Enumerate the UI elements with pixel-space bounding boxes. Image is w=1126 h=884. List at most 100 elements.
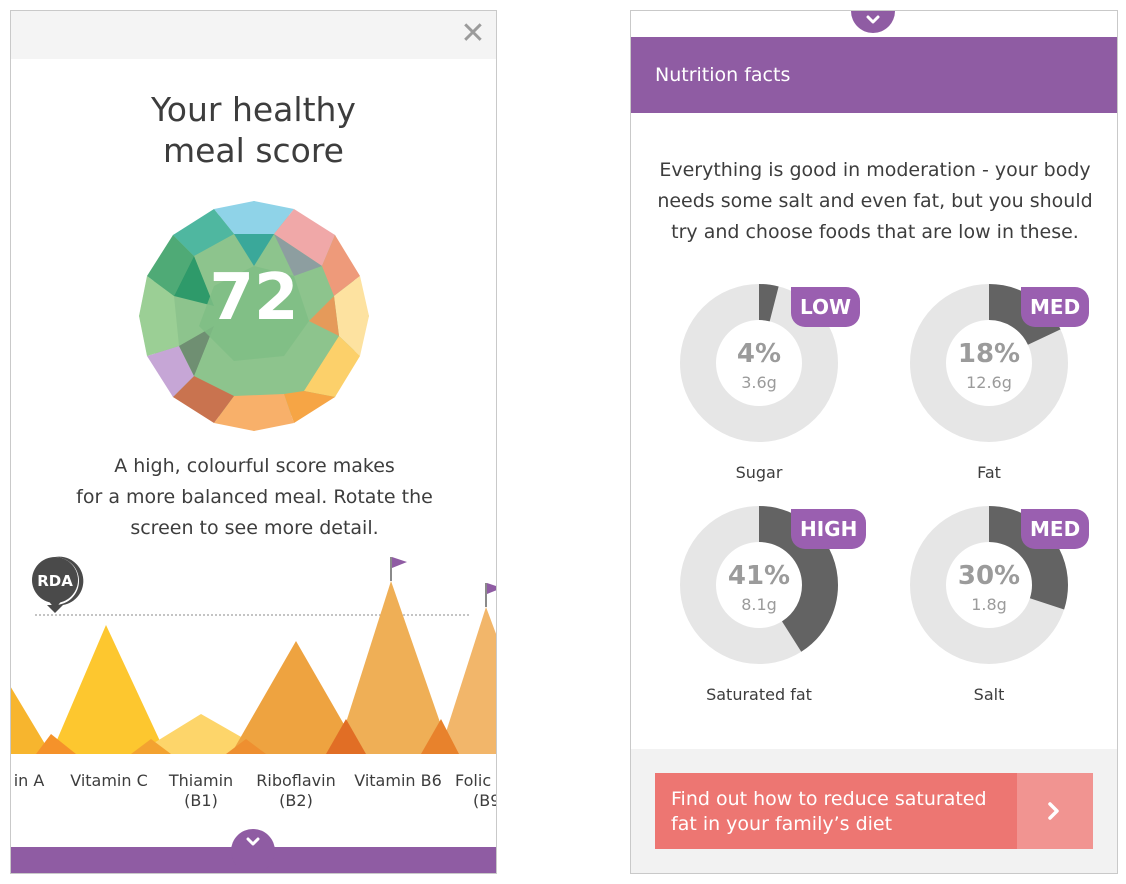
nutrient-grams: 12.6g [966, 373, 1012, 392]
level-badge: MED [1021, 509, 1090, 549]
nutrient-donut [680, 506, 838, 664]
level-badge: HIGH [791, 509, 867, 549]
map-pin-icon: RDA [32, 556, 84, 613]
reduce-saturated-fat-button[interactable]: Find out how to reduce saturated fat in … [655, 773, 1093, 849]
nutrient-percent: 30% [957, 561, 1021, 591]
vitamin-label-line: in A [13, 771, 45, 790]
vitamin-label: in A [11, 771, 49, 791]
nutrient-label: Fat [977, 463, 1001, 482]
nutrient-percent: 18% [957, 339, 1021, 369]
level-badge: MED [1021, 287, 1090, 327]
expand-details-button[interactable] [231, 829, 275, 873]
nutrition-header: Nutrition facts [631, 37, 1117, 113]
nutrient-salt: 30% 1.8g MED Salt [909, 505, 1109, 715]
flag-icon [485, 583, 496, 607]
vitamin-chart: RDA [11, 556, 496, 754]
vitamin-label-line: Riboflavin [256, 771, 336, 790]
vitamin-label: Riboflavin (B2) [251, 771, 341, 811]
vitamin-label-line: Folic A [455, 771, 496, 790]
chevron-down-icon [866, 15, 880, 24]
vitamin-overlap [226, 739, 266, 754]
vitamin-label-line: (B2) [279, 791, 313, 810]
gem-facet [173, 209, 234, 256]
gem-facet [199, 266, 309, 361]
meal-score-panel: ✕ Your healthy meal score 72 A high, col… [10, 10, 497, 874]
vitamin-label: Vitamin B6 [351, 771, 445, 791]
score-value: 72 [209, 261, 299, 335]
gem-facet [309, 296, 339, 336]
gem-facet [214, 201, 294, 234]
donut-fill [910, 506, 1068, 664]
nutrient-donut [910, 284, 1068, 442]
vitamin-label: Folic A (B9 [455, 771, 496, 811]
vitamin-label: Thiamin (B1) [161, 771, 241, 811]
nutrient-label: Sugar [735, 463, 783, 482]
nutrient-sugar: 4% 3.6g LOW Sugar [679, 283, 879, 493]
gem-facet [334, 276, 369, 356]
vitamin-label-line: Vitamin B6 [354, 771, 442, 790]
nutrient-label: Saturated fat [706, 685, 812, 704]
nutrient-donut [910, 506, 1068, 664]
score-description: A high, colourful score makes for a more… [51, 451, 458, 544]
cta-text: Find out how to reduce saturated fat in … [671, 787, 1011, 837]
vitamin-peak [231, 641, 361, 754]
gem-facet [147, 346, 194, 397]
gem-facet [274, 234, 322, 276]
nutrient-label: Salt [973, 685, 1005, 704]
vitamin-overlap [421, 719, 459, 754]
close-icon[interactable]: ✕ [460, 16, 486, 51]
nutrient-grams: 8.1g [741, 595, 777, 614]
vitamin-peak [51, 625, 166, 754]
gem-facet [322, 235, 360, 296]
gem-facet [234, 234, 274, 266]
level-badge: LOW [791, 287, 861, 327]
nutrition-intro: Everything is good in moderation - your … [651, 155, 1099, 248]
description-line: for a more balanced meal. Rotate the [76, 486, 433, 508]
vitamin-label-line: Vitamin C [70, 771, 148, 790]
nutrient-grams: 1.8g [971, 595, 1007, 614]
nutrient-saturated-fat: 41% 8.1g HIGH Saturated fat [679, 505, 879, 715]
title-line: meal score [162, 131, 344, 170]
intro-line: Everything is good in moderation - your … [659, 159, 1091, 181]
nutrient-grams: 3.6g [741, 373, 777, 392]
gem-facet [174, 256, 214, 306]
cta-arrow[interactable] [1017, 773, 1093, 849]
gem-facet [147, 235, 194, 296]
vitamin-overlap [131, 739, 171, 754]
nutrient-percent: 41% [727, 561, 791, 591]
chevron-down-icon [246, 837, 260, 846]
vitamin-overlap [326, 719, 366, 754]
donut-fill [680, 284, 838, 442]
nutrition-panel: Nutrition facts Everything is good in mo… [630, 10, 1118, 874]
vitamin-label-line: (B9 [473, 791, 496, 810]
intro-line: try and choose foods that are low in the… [671, 221, 1079, 243]
title-line: Your healthy [151, 90, 356, 129]
chevron-right-icon [1048, 802, 1059, 820]
gem-facet [284, 391, 335, 423]
gem-facet [139, 276, 179, 356]
page-title: Your healthy meal score [11, 89, 496, 171]
top-bar: ✕ [11, 11, 496, 59]
nutrient-percent: 4% [736, 339, 782, 369]
description-line: A high, colourful score makes [114, 455, 395, 477]
rda-label: RDA [37, 572, 73, 590]
gem-facet [214, 394, 294, 431]
collapse-section-button[interactable] [851, 11, 895, 33]
gem-facet [304, 336, 360, 397]
vitamin-peak [336, 581, 451, 754]
donut-fill [680, 506, 838, 664]
vitamin-label: Vitamin C [65, 771, 153, 791]
score-gem-icon [139, 201, 369, 431]
donut-fill [910, 284, 1068, 442]
vitamin-overlap [36, 734, 76, 754]
intro-line: needs some salt and even fat, but you sh… [657, 190, 1093, 212]
vitamin-label-line: Thiamin [168, 771, 234, 790]
gem-facet [179, 326, 214, 376]
vitamin-label-line: (B1) [184, 791, 218, 810]
vitamin-peak [11, 687, 51, 754]
cta-line: Find out how to reduce saturated [671, 788, 987, 810]
description-line: screen to see more detail. [130, 517, 379, 539]
vitamin-peak [439, 607, 496, 754]
cta-line: fat in your family’s diet [671, 813, 893, 835]
gem-facet [173, 376, 234, 423]
